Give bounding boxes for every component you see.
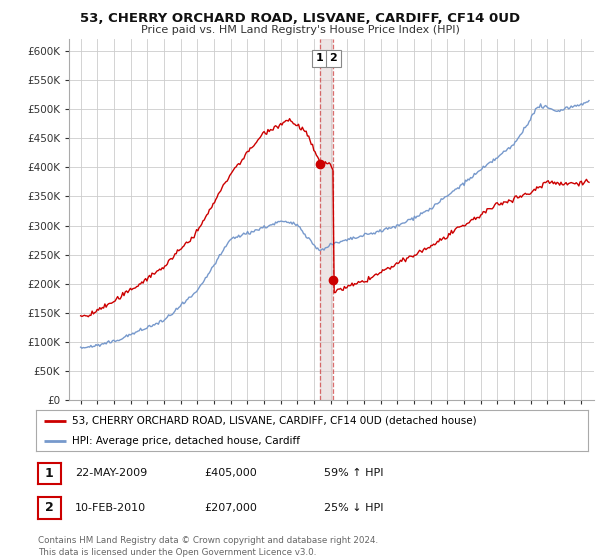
Text: 22-MAY-2009: 22-MAY-2009 xyxy=(75,468,147,478)
Text: HPI: Average price, detached house, Cardiff: HPI: Average price, detached house, Card… xyxy=(72,436,300,446)
Text: Price paid vs. HM Land Registry's House Price Index (HPI): Price paid vs. HM Land Registry's House … xyxy=(140,25,460,35)
Bar xyxy=(320,39,332,400)
Text: 53, CHERRY ORCHARD ROAD, LISVANE, CARDIFF, CF14 0UD: 53, CHERRY ORCHARD ROAD, LISVANE, CARDIF… xyxy=(80,12,520,25)
Text: 2: 2 xyxy=(45,501,53,515)
Text: 1: 1 xyxy=(45,466,53,480)
Text: 2: 2 xyxy=(329,53,337,63)
Text: 59% ↑ HPI: 59% ↑ HPI xyxy=(324,468,383,478)
Text: 1: 1 xyxy=(316,53,323,63)
Text: Contains HM Land Registry data © Crown copyright and database right 2024.
This d: Contains HM Land Registry data © Crown c… xyxy=(38,536,378,557)
Text: 25% ↓ HPI: 25% ↓ HPI xyxy=(324,503,383,513)
Text: £405,000: £405,000 xyxy=(204,468,257,478)
Text: 53, CHERRY ORCHARD ROAD, LISVANE, CARDIFF, CF14 0UD (detached house): 53, CHERRY ORCHARD ROAD, LISVANE, CARDIF… xyxy=(72,416,476,426)
Text: 10-FEB-2010: 10-FEB-2010 xyxy=(75,503,146,513)
Text: £207,000: £207,000 xyxy=(204,503,257,513)
